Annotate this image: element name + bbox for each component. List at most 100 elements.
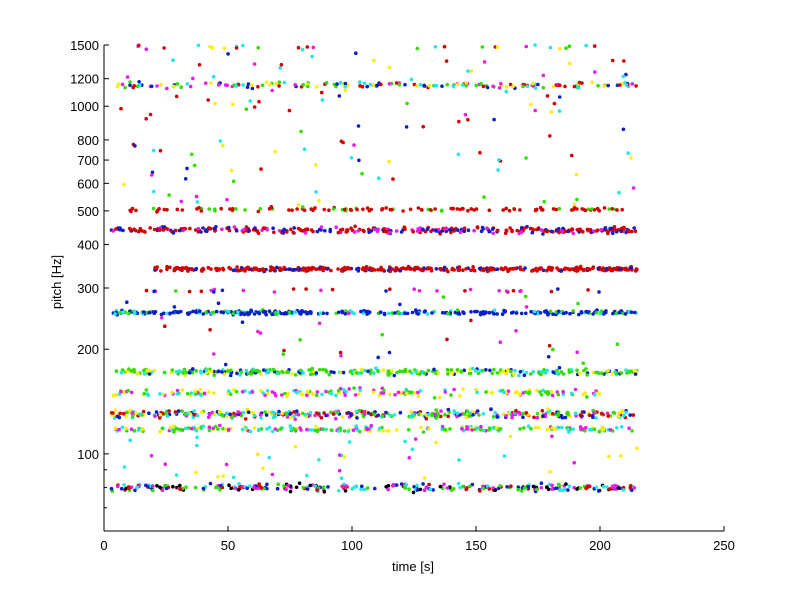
data-point [381, 268, 386, 272]
data-point [556, 309, 561, 314]
data-point [541, 268, 546, 273]
data-point [349, 156, 354, 160]
data-point [173, 426, 178, 431]
data-point [285, 369, 290, 374]
data-point [495, 45, 500, 50]
data-point [408, 369, 412, 374]
data-point [557, 488, 562, 493]
data-point [293, 267, 298, 272]
data-point [175, 207, 180, 212]
data-point [366, 311, 371, 315]
data-point [481, 486, 486, 491]
data-point [151, 488, 155, 493]
data-point [535, 269, 539, 273]
data-point [415, 84, 419, 88]
data-point [296, 45, 301, 50]
data-point [565, 410, 570, 415]
data-point [546, 487, 551, 492]
data-point [377, 426, 382, 431]
data-point [137, 80, 141, 84]
data-point [578, 228, 582, 232]
data-point [357, 392, 361, 396]
data-point [469, 318, 473, 323]
data-point [219, 206, 223, 211]
data-point [573, 387, 578, 392]
data-point [529, 372, 533, 376]
data-point [567, 44, 572, 48]
data-point [571, 309, 575, 313]
data-point [244, 368, 249, 373]
data-point [409, 77, 414, 82]
data-point [501, 208, 506, 212]
data-point [309, 311, 313, 316]
data-point [493, 488, 498, 493]
data-point [475, 426, 480, 430]
data-point [165, 86, 169, 91]
data-point [341, 370, 346, 375]
data-point [529, 309, 533, 314]
data-point [426, 368, 431, 373]
data-point [199, 209, 204, 213]
data-point [212, 352, 216, 356]
data-point [158, 148, 163, 153]
data-point [387, 429, 391, 433]
data-point [592, 392, 597, 397]
data-point [114, 369, 119, 374]
data-point [510, 412, 515, 417]
data-point [126, 486, 131, 491]
data-point [359, 309, 363, 314]
data-point [291, 230, 296, 235]
data-point [201, 424, 206, 429]
data-point [469, 207, 474, 211]
data-point [244, 225, 249, 229]
data-point [224, 411, 229, 416]
data-point [199, 230, 203, 234]
data-point [168, 426, 173, 430]
data-point [207, 390, 211, 394]
data-point [321, 268, 326, 273]
data-point [495, 371, 500, 375]
data-point [319, 288, 323, 293]
data-point [259, 167, 263, 171]
data-point [308, 483, 313, 488]
data-point [524, 156, 528, 160]
data-point [321, 427, 325, 431]
data-point [129, 390, 134, 395]
data-point [264, 413, 269, 417]
data-point [111, 411, 115, 415]
data-point [310, 366, 315, 371]
data-point [372, 412, 377, 417]
data-point [246, 265, 250, 270]
data-point [492, 308, 497, 313]
data-point [595, 206, 600, 211]
data-point [415, 488, 420, 492]
data-point [260, 83, 265, 88]
data-point [413, 437, 418, 441]
data-point [305, 389, 310, 394]
data-point [196, 43, 201, 48]
data-point [586, 207, 590, 212]
data-point [239, 311, 243, 315]
data-point [357, 408, 362, 413]
data-point [491, 415, 496, 419]
data-point [294, 390, 299, 395]
data-point [256, 85, 260, 89]
data-point [456, 228, 460, 232]
data-point [151, 484, 155, 488]
data-point [593, 70, 597, 74]
data-point [627, 426, 631, 431]
data-point [401, 209, 405, 213]
data-point [487, 426, 492, 430]
data-point [229, 486, 233, 491]
data-point [221, 310, 225, 315]
data-point [531, 81, 535, 86]
data-point [378, 310, 383, 315]
data-point [160, 316, 164, 320]
data-point [444, 268, 449, 272]
data-point [556, 267, 560, 272]
data-point [630, 429, 634, 433]
data-point [195, 443, 199, 448]
data-point [446, 414, 451, 419]
data-point [458, 485, 462, 490]
data-point [498, 340, 503, 345]
